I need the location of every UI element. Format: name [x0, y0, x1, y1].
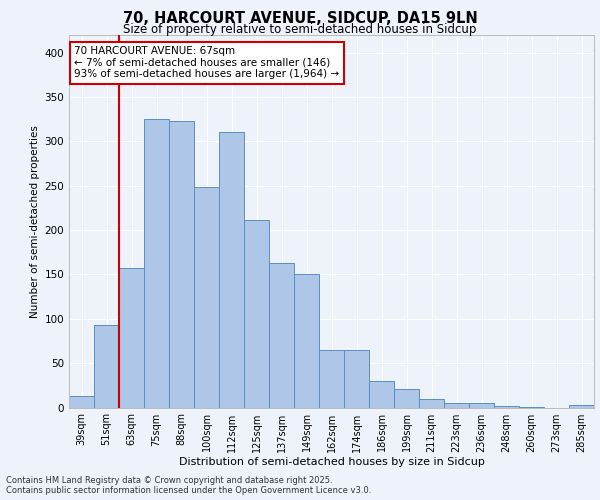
Bar [69, 396, 94, 407]
Bar [319, 350, 344, 408]
Bar [294, 274, 319, 407]
Bar [144, 120, 169, 408]
Text: 70, HARCOURT AVENUE, SIDCUP, DA15 9LN: 70, HARCOURT AVENUE, SIDCUP, DA15 9LN [122, 11, 478, 26]
Bar [119, 268, 144, 407]
Text: Contains HM Land Registry data © Crown copyright and database right 2025.
Contai: Contains HM Land Registry data © Crown c… [6, 476, 371, 495]
X-axis label: Distribution of semi-detached houses by size in Sidcup: Distribution of semi-detached houses by … [179, 458, 484, 468]
Bar [469, 403, 494, 407]
Bar [344, 350, 369, 408]
Bar [394, 389, 419, 407]
Bar [519, 406, 544, 408]
Bar [219, 132, 244, 407]
Bar [419, 398, 444, 407]
Bar [169, 121, 194, 408]
Bar [494, 406, 519, 407]
Bar [444, 403, 469, 407]
Text: 70 HARCOURT AVENUE: 67sqm
← 7% of semi-detached houses are smaller (146)
93% of : 70 HARCOURT AVENUE: 67sqm ← 7% of semi-d… [74, 46, 340, 80]
Bar [269, 263, 294, 408]
Bar [369, 381, 394, 407]
Y-axis label: Number of semi-detached properties: Number of semi-detached properties [30, 125, 40, 318]
Bar [569, 405, 594, 407]
Bar [194, 186, 219, 408]
Bar [244, 220, 269, 408]
Bar [94, 325, 119, 407]
Text: Size of property relative to semi-detached houses in Sidcup: Size of property relative to semi-detach… [124, 22, 476, 36]
